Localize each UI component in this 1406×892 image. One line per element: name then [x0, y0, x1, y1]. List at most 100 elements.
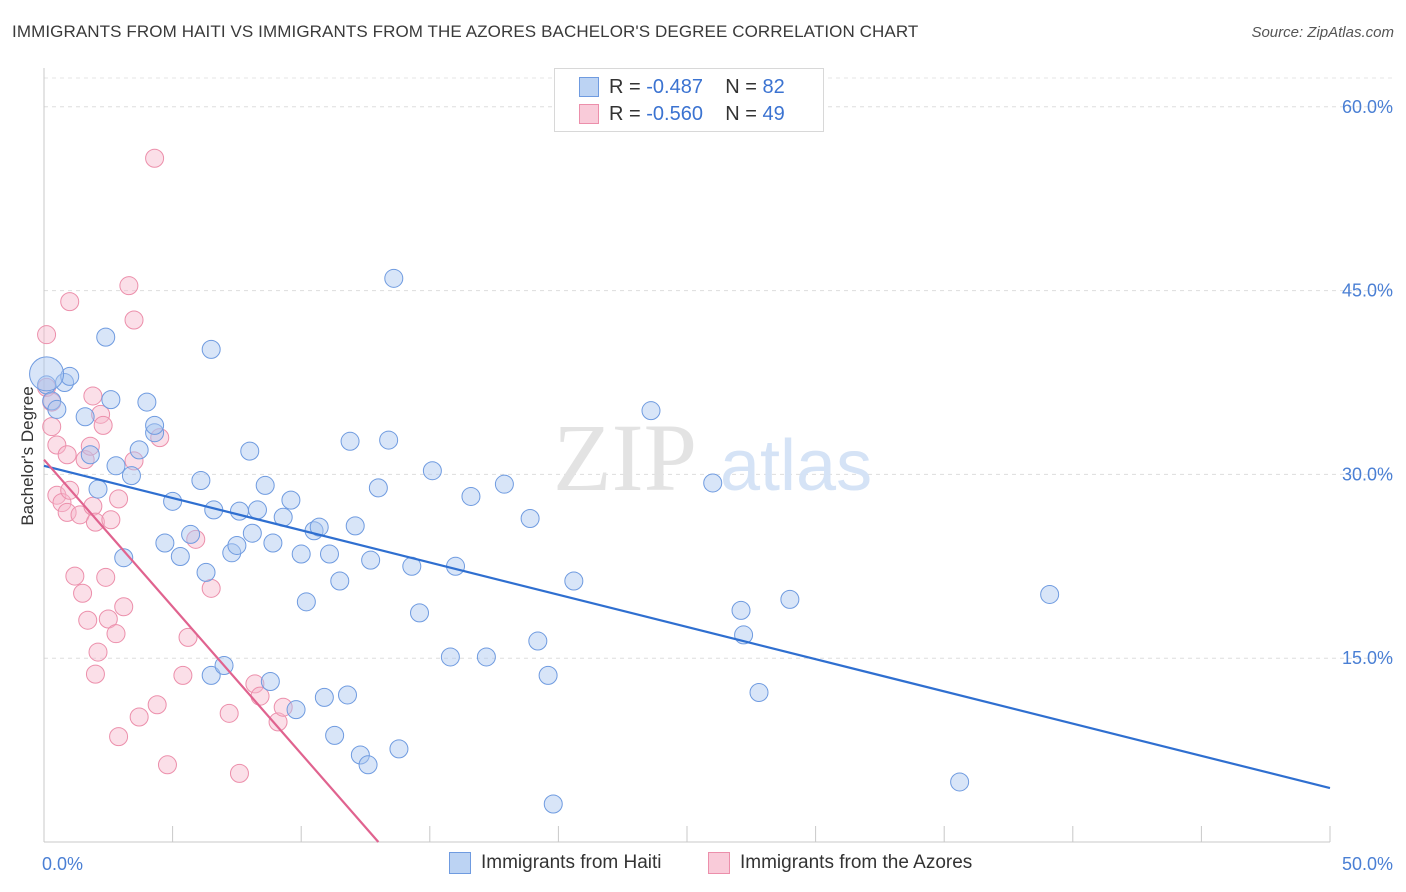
haiti-n-label: N = [725, 75, 757, 98]
trend-lines [43, 458, 1331, 843]
haiti-point-53 [368, 478, 388, 498]
haiti-point-51 [358, 755, 378, 775]
haiti-point-31 [242, 523, 262, 543]
azores-point-26 [101, 510, 121, 530]
haiti-legend-swatch [449, 852, 471, 874]
y-axis-title: Bachelor's Degree [18, 386, 37, 525]
haiti-point-7 [88, 479, 108, 499]
azores-point-21 [88, 642, 108, 662]
azores-point-18 [83, 496, 103, 516]
haiti-point-6 [80, 445, 100, 465]
haiti-point-49 [345, 516, 365, 536]
haiti-point-21 [191, 471, 211, 491]
azores-legend-swatch [708, 852, 730, 874]
haiti-point-30 [240, 441, 260, 461]
haiti-point-42 [309, 517, 329, 537]
azores-trend-line [43, 458, 380, 843]
haiti-point-40 [296, 592, 316, 612]
haiti-point-33 [255, 475, 275, 495]
haiti-n-value: 82 [762, 75, 785, 98]
haiti-point-9 [101, 390, 121, 410]
haiti-r-label: R = [609, 75, 641, 98]
haiti-point-50 [350, 745, 370, 765]
haiti-point-2 [47, 399, 67, 419]
bottom-legend-haiti: Immigrants from Haiti [449, 852, 662, 874]
legend-row-haiti: R = -0.487 N = 82 [579, 74, 785, 100]
azores-point-22 [91, 404, 111, 424]
azores-point-44 [229, 763, 249, 783]
azores-point-10 [60, 292, 80, 312]
azores-point-3 [42, 417, 62, 437]
azores-point-43 [219, 703, 239, 723]
haiti-point-59 [422, 461, 442, 481]
source-label: Source: ZipAtlas.com [1251, 24, 1394, 41]
azores-point-36 [147, 695, 167, 715]
haiti-point-75 [780, 589, 800, 609]
azores-point-31 [119, 276, 139, 296]
azores-point-35 [145, 148, 165, 168]
haiti-swatch [579, 77, 599, 97]
legend-row-azores: R = -0.560 N = 49 [579, 101, 785, 127]
azores-swatch [579, 104, 599, 124]
haiti-point-72 [731, 600, 751, 620]
azores-point-20 [85, 664, 105, 684]
azores-point-33 [124, 451, 144, 471]
haiti-point-12 [121, 466, 141, 486]
azores-point-34 [129, 707, 149, 727]
haiti-point-66 [528, 631, 548, 651]
azores-point-0 [37, 325, 57, 345]
haiti-point-large [29, 356, 65, 392]
azores-point-13 [73, 583, 93, 603]
haiti-point-64 [494, 474, 514, 494]
haiti-point-45 [325, 725, 345, 745]
haiti-point-16 [145, 415, 165, 435]
azores-point-8 [57, 445, 77, 465]
azores-point-11 [65, 566, 85, 586]
x-tick-label-1: 50.0% [1342, 854, 1393, 874]
haiti-point-70 [641, 401, 661, 421]
bottom-legend: Immigrants from Haiti Immigrants from th… [0, 852, 1406, 878]
azores-point-39 [173, 665, 193, 685]
azores-point-45 [245, 674, 265, 694]
azores-legend-label: Immigrants from the Azores [740, 852, 973, 873]
haiti-point-20 [181, 524, 201, 544]
azores-r-label: R = [609, 102, 641, 125]
azores-point-47 [268, 712, 288, 732]
haiti-r-value: -0.487 [646, 75, 703, 98]
haiti-point-69 [564, 571, 584, 591]
azores-point-4 [47, 435, 67, 455]
haiti-point-24 [201, 339, 221, 359]
haiti-point-23 [201, 665, 221, 685]
haiti-point-54 [379, 430, 399, 450]
haiti-point-17 [155, 533, 175, 553]
x-tick-label-0: 0.0% [42, 854, 83, 874]
azores-point-24 [96, 567, 116, 587]
y-tick-labels: 15.0% 30.0% 45.0% 60.0% [1342, 97, 1393, 668]
azores-point-28 [109, 489, 129, 509]
y-tick-label-2: 45.0% [1342, 281, 1393, 301]
haiti-point-55 [384, 268, 404, 288]
haiti-point-3 [55, 372, 75, 392]
haiti-point-74 [749, 683, 769, 703]
haiti-point-46 [330, 571, 350, 591]
haiti-points [29, 268, 1060, 814]
chart-title: IMMIGRANTS FROM HAITI VS IMMIGRANTS FROM… [12, 22, 919, 41]
haiti-point-32 [247, 500, 267, 520]
haiti-point-43 [314, 687, 334, 707]
azores-point-25 [98, 609, 118, 629]
azores-point-19 [85, 512, 105, 532]
haiti-point-71 [703, 473, 723, 493]
haiti-point-39 [291, 544, 311, 564]
haiti-point-11 [114, 548, 134, 568]
legend: R = -0.487 N = 82 R = -0.560 N = 49 [554, 68, 824, 132]
haiti-point-4 [60, 366, 80, 386]
haiti-point-8 [96, 327, 116, 347]
axes [43, 68, 1331, 843]
haiti-point-18 [163, 491, 183, 511]
haiti-point-10 [106, 456, 126, 476]
azores-point-32 [124, 310, 144, 330]
haiti-point-38 [286, 700, 306, 720]
haiti-legend-label: Immigrants from Haiti [481, 852, 662, 873]
y-tick-label-1: 30.0% [1342, 464, 1393, 484]
azores-point-30 [114, 597, 134, 617]
